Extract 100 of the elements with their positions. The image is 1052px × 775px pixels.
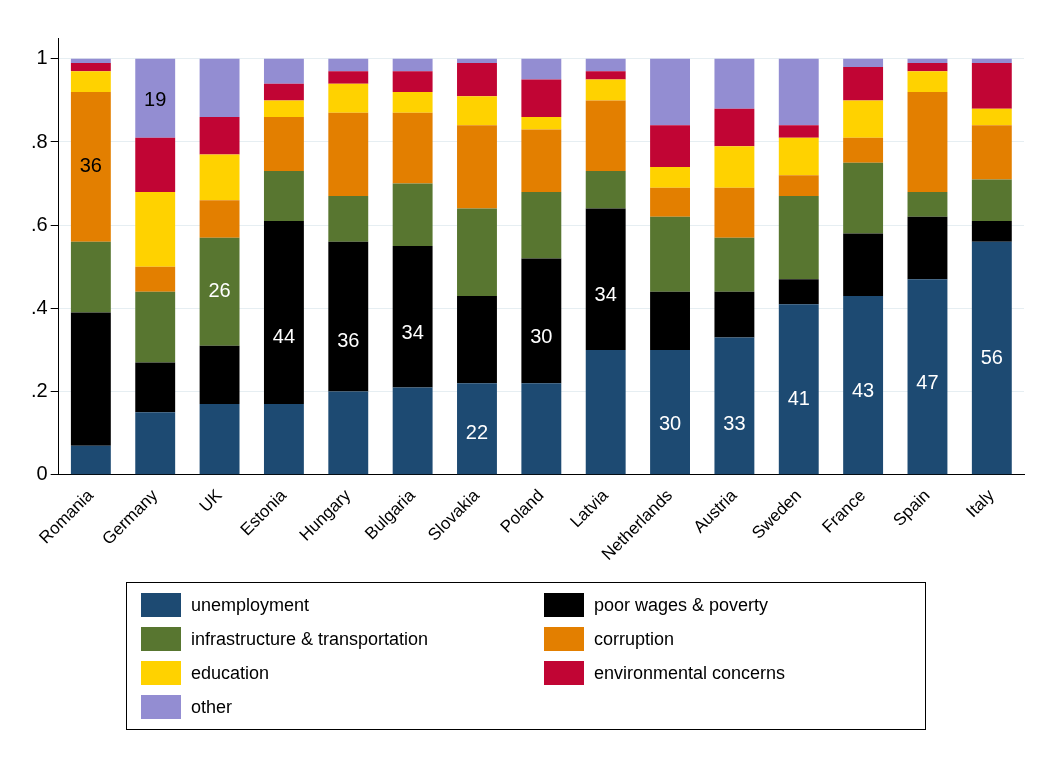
bar: [714, 58, 755, 109]
annotation: 19: [144, 87, 167, 110]
bar: [457, 383, 497, 475]
bar: [843, 100, 884, 138]
bar: [457, 58, 497, 63]
bar: [263, 171, 304, 222]
bar: [907, 71, 948, 93]
bar: [263, 83, 304, 101]
annotation: 36: [79, 154, 102, 177]
annotation: 33: [723, 412, 746, 435]
bar: [263, 404, 304, 475]
bar: [70, 312, 111, 446]
bar: [843, 67, 884, 101]
bar: [778, 137, 819, 176]
bar: [907, 191, 948, 217]
bar: [778, 125, 819, 138]
bar: [971, 125, 1012, 180]
bar: [585, 171, 626, 209]
bar: [714, 291, 755, 338]
bar: [843, 295, 884, 475]
bar: [585, 208, 626, 350]
bar: [521, 129, 562, 192]
bar: [328, 58, 369, 72]
bar: [971, 108, 1012, 126]
bar: [971, 179, 1012, 222]
bar: [971, 62, 1012, 109]
bar: [907, 92, 948, 192]
bar: [650, 187, 690, 217]
bar: [778, 279, 819, 305]
bar: [263, 221, 304, 405]
bar: [199, 154, 240, 201]
bar: [328, 196, 369, 242]
bar: [585, 58, 626, 72]
annotation: 26: [208, 279, 231, 302]
bar: [392, 92, 433, 113]
bar: [135, 291, 176, 363]
bar: [843, 162, 884, 234]
bar: [199, 200, 240, 238]
annotation: 34: [594, 283, 617, 306]
bar: [650, 216, 690, 292]
bar: [843, 233, 884, 296]
annotation: 56: [980, 345, 1003, 368]
bar: [521, 79, 562, 118]
bar: [521, 58, 562, 80]
bar: [714, 108, 755, 147]
annotation: 30: [530, 325, 553, 348]
legend-label: poor wages & poverty: [594, 594, 769, 616]
annotation: 43: [851, 379, 875, 402]
bar: [328, 241, 369, 392]
bar: [392, 71, 433, 93]
bar: [714, 187, 755, 238]
bar: [392, 58, 433, 72]
legend-label: corruption: [594, 628, 675, 650]
bar: [907, 58, 948, 63]
bar: [70, 241, 111, 313]
bar: [650, 58, 690, 126]
bar: [650, 125, 690, 167]
bar: [714, 237, 755, 292]
bar: [457, 295, 497, 384]
bar: [135, 362, 176, 413]
y-tick-label: 1: [36, 46, 48, 69]
bar: [585, 71, 626, 80]
bar: [263, 58, 304, 84]
y-tick-label: .6: [30, 212, 48, 235]
bar: [263, 117, 304, 172]
bar: [971, 221, 1012, 242]
bar: [328, 112, 369, 197]
annotation: 41: [787, 387, 810, 410]
bar: [971, 58, 1012, 63]
bar: [328, 83, 369, 113]
bar: [70, 58, 111, 63]
y-tick-label: 0: [36, 462, 48, 485]
bar: [457, 96, 497, 126]
y-tick-label: .2: [30, 379, 48, 402]
bar: [521, 383, 562, 475]
legend-label: environmental concerns: [594, 662, 786, 684]
bar: [135, 266, 176, 292]
bar: [907, 279, 948, 475]
bar: [650, 349, 690, 475]
annotation: 22: [465, 420, 489, 443]
bar: [778, 196, 819, 280]
bar: [70, 445, 111, 475]
bar: [263, 100, 304, 118]
legend-label: infrastructure & transportation: [191, 628, 429, 650]
bar: [392, 387, 433, 475]
bar: [843, 58, 884, 68]
bar: [135, 412, 176, 475]
bar: [650, 166, 690, 188]
bar: [778, 304, 819, 475]
annotation: 47: [916, 370, 939, 393]
bar: [843, 137, 884, 163]
bar: [199, 117, 240, 155]
bar: [135, 191, 176, 267]
bar: [457, 208, 497, 296]
bar: [70, 62, 111, 72]
bar: [457, 62, 497, 97]
bar: [714, 337, 755, 475]
legend-label: other: [191, 696, 233, 718]
bar: [521, 191, 562, 259]
bar: [714, 146, 755, 188]
